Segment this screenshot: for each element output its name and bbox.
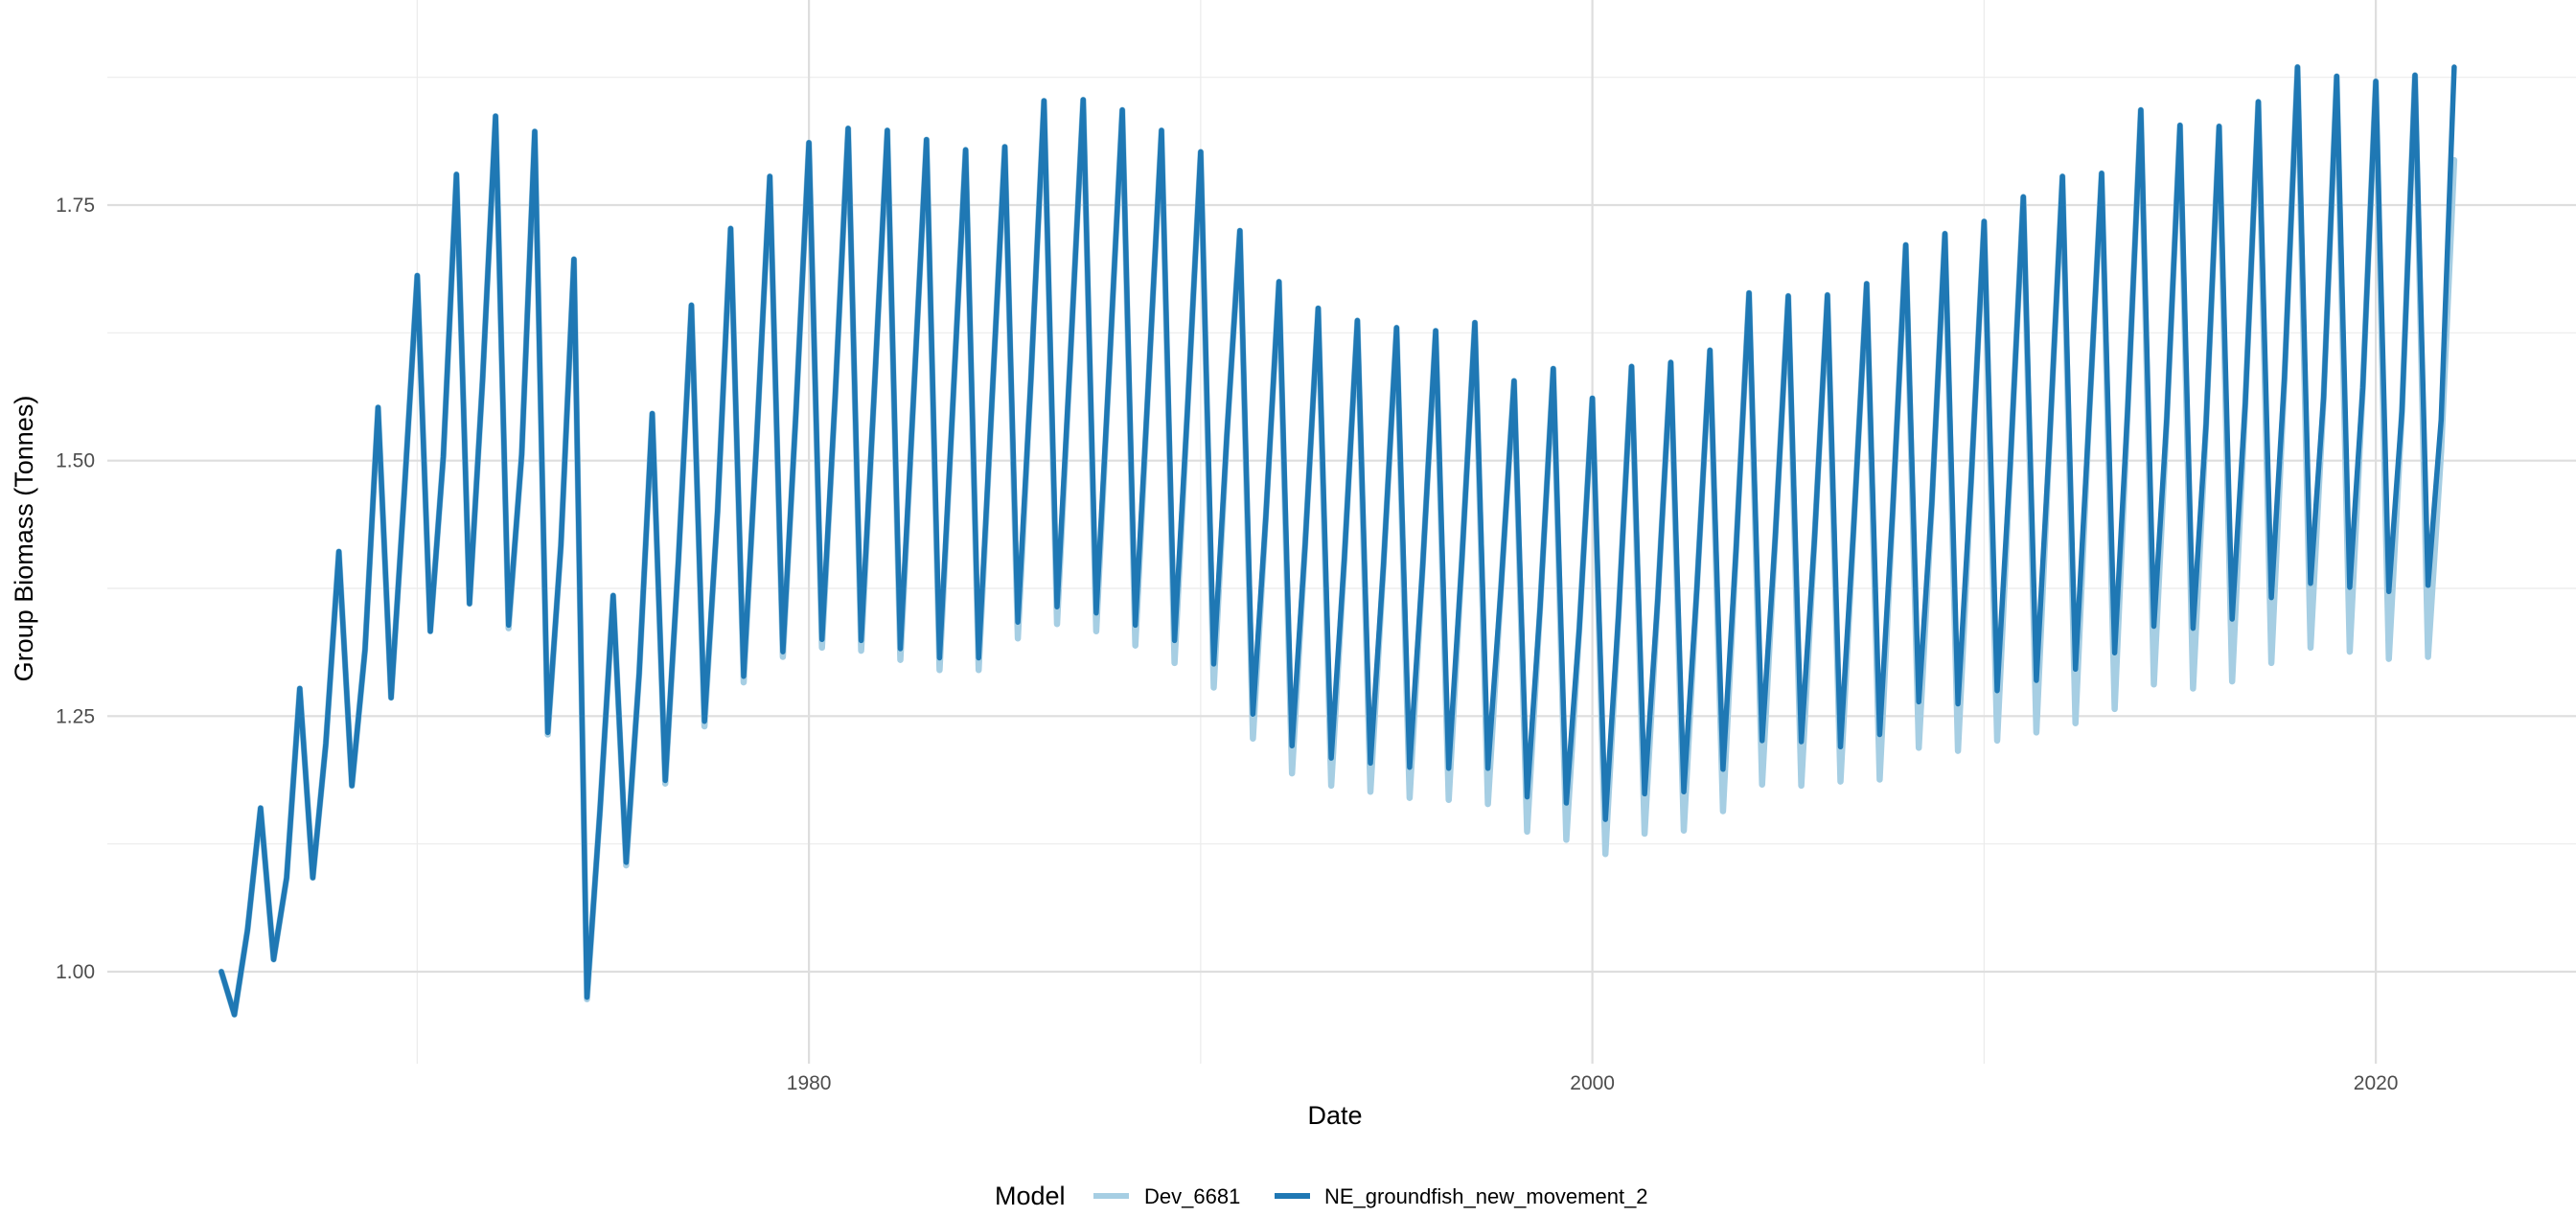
series-line-ne-groundfish-new-movement-2 — [218, 64, 2457, 1018]
y-tick-labels: 1.00 1.25 1.50 1.75 — [56, 195, 95, 983]
x-tick-label: 1980 — [787, 1072, 832, 1094]
x-axis-title: Date — [1307, 1101, 1362, 1130]
y-tick-label: 1.00 — [56, 961, 95, 983]
legend: Model Dev_6681 NE_groundfish_new_movemen… — [995, 1182, 1648, 1210]
x-tick-labels: 1980 2000 2020 — [787, 1072, 2399, 1094]
legend-label-ne-groundfish: NE_groundfish_new_movement_2 — [1324, 1184, 1648, 1208]
y-axis-title: Group Biomass (Tonnes) — [10, 396, 38, 682]
legend-title: Model — [995, 1182, 1066, 1210]
legend-label-dev-6681: Dev_6681 — [1144, 1184, 1240, 1208]
x-tick-label: 2020 — [2354, 1072, 2399, 1094]
y-tick-label: 1.25 — [56, 705, 95, 727]
y-tick-label: 1.75 — [56, 195, 95, 217]
y-tick-label: 1.50 — [56, 450, 95, 472]
x-tick-label: 2000 — [1570, 1072, 1615, 1094]
series-layer — [218, 63, 2458, 1019]
